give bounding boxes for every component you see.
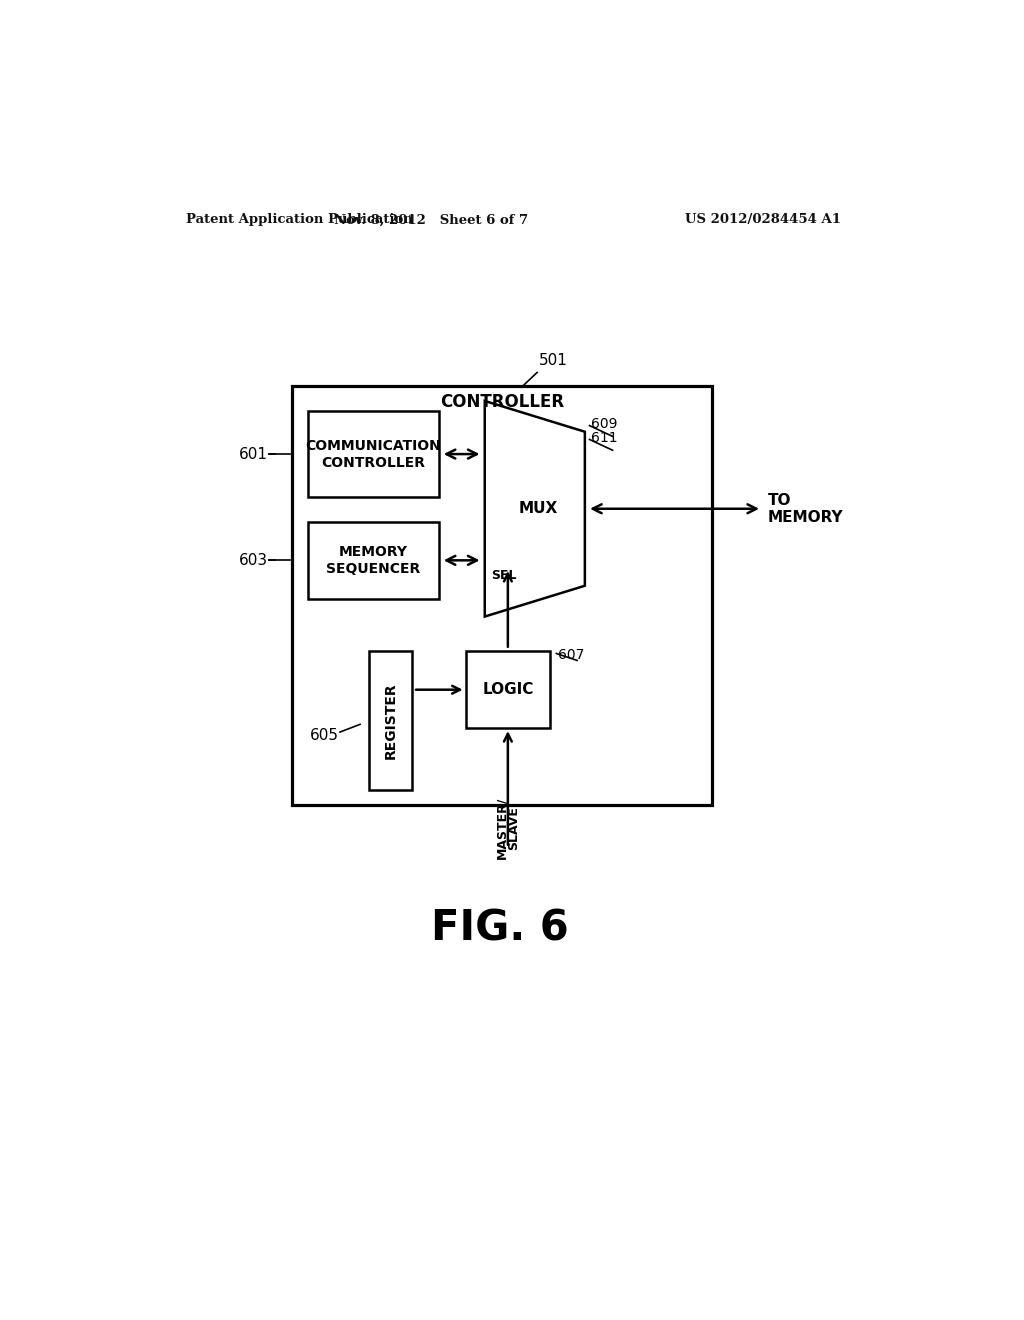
Bar [307,521,438,599]
Text: LOGIC: LOGIC [482,682,534,697]
Text: SEQUENCER: SEQUENCER [326,562,420,576]
Text: MASTER/: MASTER/ [496,797,508,859]
Text: COMMUNICATION: COMMUNICATION [305,438,441,453]
Text: SLAVE: SLAVE [508,807,520,850]
Text: Patent Application Publication: Patent Application Publication [186,214,413,227]
Text: 501: 501 [539,352,567,368]
Text: CONTROLLER: CONTROLLER [440,393,564,412]
Text: 603: 603 [239,553,267,568]
Text: 601: 601 [239,446,267,462]
Polygon shape [484,401,585,616]
Text: FIG. 6: FIG. 6 [431,907,569,949]
Text: 607: 607 [558,648,585,663]
Text: MUX: MUX [519,502,558,516]
Text: REGISTER: REGISTER [383,682,397,759]
Bar [466,651,550,729]
Text: Nov. 8, 2012   Sheet 6 of 7: Nov. 8, 2012 Sheet 6 of 7 [334,214,528,227]
Text: 611: 611 [591,430,617,445]
Text: TO
MEMORY: TO MEMORY [768,492,844,525]
Bar [307,411,438,498]
Text: US 2012/0284454 A1: US 2012/0284454 A1 [685,214,841,227]
Text: MEMORY: MEMORY [339,545,408,558]
Text: 605: 605 [309,729,339,743]
Bar [370,651,412,789]
Text: SEL: SEL [490,569,516,582]
Text: 609: 609 [591,417,617,432]
Bar [292,385,712,805]
Text: CONTROLLER: CONTROLLER [322,455,425,470]
